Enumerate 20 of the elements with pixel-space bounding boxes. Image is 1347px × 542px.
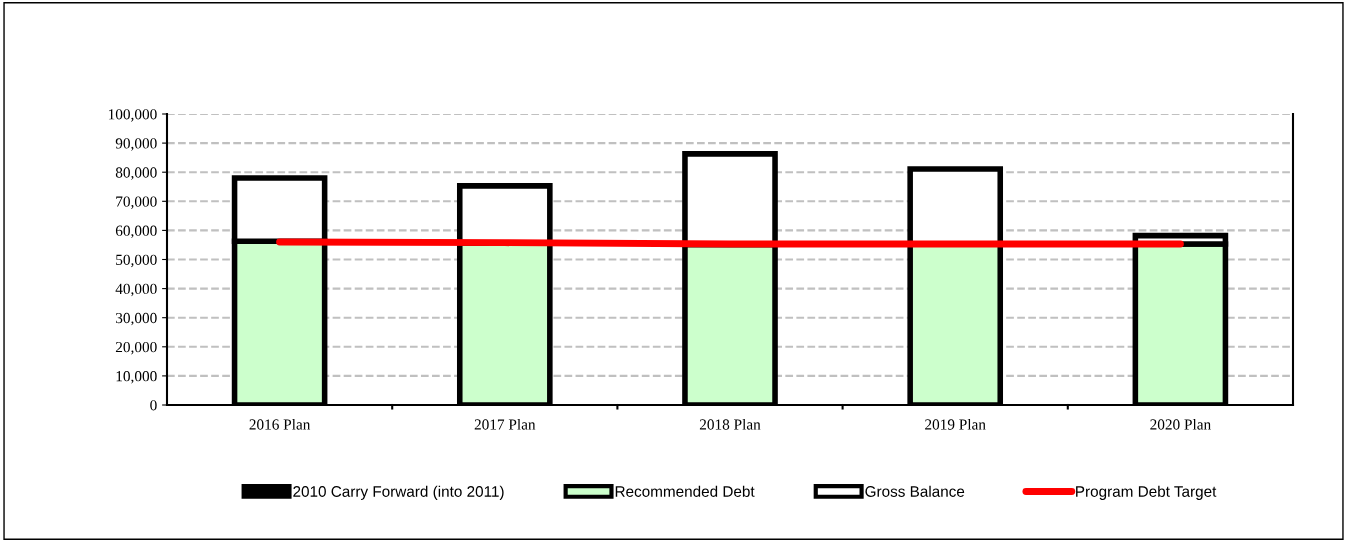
y-tick-label: 80,000: [115, 167, 157, 180]
y-tick-label: 30,000: [115, 312, 157, 326]
x-tick-label: 2019 Plan: [925, 418, 986, 430]
y-tick-label: 20,000: [115, 341, 157, 355]
legend-label: 2010 Carry Forward (into 2011): [293, 485, 504, 500]
y-tick-label: 50,000: [116, 254, 157, 268]
y-tick-label: 70,000: [116, 196, 157, 209]
legend-label: Program Debt Target: [1076, 485, 1217, 500]
legend-label: Gross Balance: [865, 485, 965, 497]
y-tick-label: 10,000: [116, 371, 157, 384]
y-tick-label: 100,000: [108, 109, 157, 122]
y-tick-label: 60,000: [115, 225, 157, 239]
x-tick-label: 2018 Plan: [699, 418, 761, 430]
legend-label: Recommended Debt: [615, 485, 755, 497]
y-tick-label: 40,000: [115, 283, 157, 297]
y-tick-label: 0: [150, 400, 157, 411]
y-tick-label: 90,000: [115, 138, 157, 151]
x-tick-label: 2016 Plan: [249, 418, 311, 430]
x-tick-label: 2020 Plan: [1150, 418, 1211, 430]
x-tick-label: 2017 Plan: [474, 418, 536, 430]
